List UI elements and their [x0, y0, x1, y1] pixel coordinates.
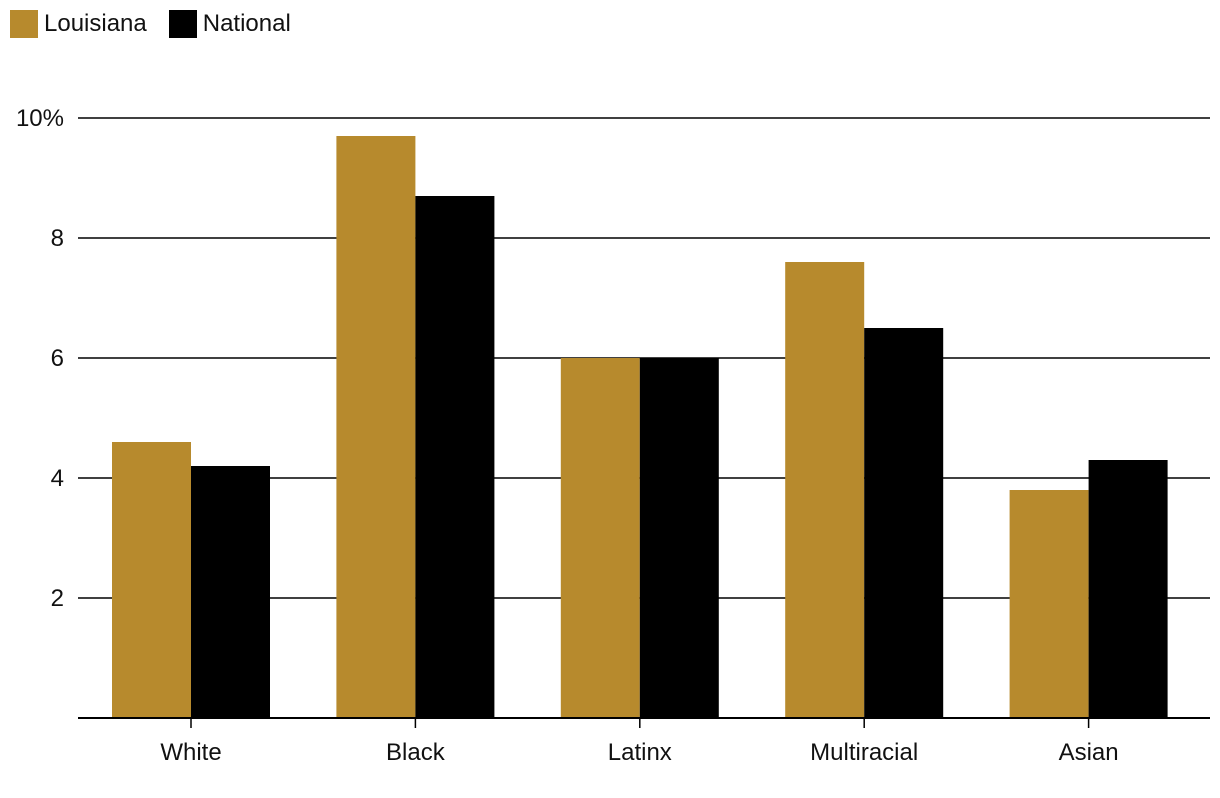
- legend-item-louisiana: Louisiana: [10, 10, 147, 38]
- bar-national-white: [191, 466, 270, 718]
- bar-louisiana-black: [336, 136, 416, 718]
- bar-national-multiracial: [864, 328, 944, 718]
- legend-swatch-louisiana: [10, 10, 38, 38]
- bar-louisiana-asian: [1009, 490, 1089, 718]
- legend-swatch-national: [168, 10, 197, 38]
- legend-label-national: National: [202, 10, 291, 37]
- bar-louisiana-multiracial: [785, 262, 865, 718]
- axes: [78, 717, 1210, 728]
- bar-national-asian: [1088, 460, 1168, 718]
- y-tick-label: 2: [51, 585, 64, 612]
- bars: [112, 136, 1168, 718]
- bar-louisiana-latinx: [560, 358, 640, 718]
- y-tick-label: 6: [51, 345, 64, 372]
- x-tick-label: Latinx: [608, 739, 672, 766]
- tick-labels: 2 4 6 8 10% White Black Latinx Multiracial Asian: [16, 105, 1119, 766]
- chart-legend: Louisiana National: [10, 10, 291, 38]
- legend-item-national: National: [168, 10, 291, 38]
- x-tick-label: Asian: [1059, 739, 1119, 766]
- bar-louisiana-white: [112, 442, 191, 718]
- legend-label-louisiana: Louisiana: [44, 10, 147, 37]
- y-tick-label: 10%: [16, 105, 64, 132]
- x-tick-label: White: [160, 739, 221, 766]
- x-tick-label: Multiracial: [810, 739, 918, 766]
- bar-national-latinx: [639, 358, 719, 718]
- bar-national-black: [415, 196, 495, 718]
- y-tick-label: 4: [51, 465, 64, 492]
- y-tick-label: 8: [51, 225, 64, 252]
- x-tick-label: Black: [386, 739, 446, 766]
